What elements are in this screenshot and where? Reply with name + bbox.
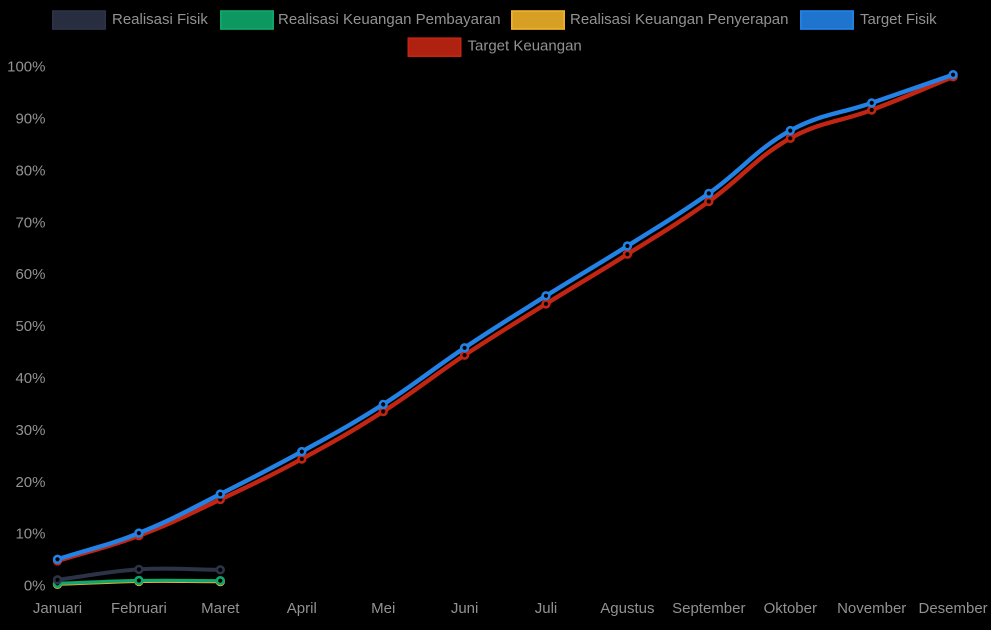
svg-text:80%: 80% (15, 162, 45, 179)
svg-text:Realisasi Keuangan Pembayaran: Realisasi Keuangan Pembayaran (278, 11, 501, 28)
svg-text:Oktober: Oktober (764, 600, 817, 617)
svg-text:Agustus: Agustus (600, 600, 654, 617)
svg-text:Realisasi Fisik: Realisasi Fisik (112, 11, 208, 28)
svg-text:Target Fisik: Target Fisik (860, 11, 937, 28)
svg-text:90%: 90% (15, 111, 45, 128)
svg-text:Realisasi Keuangan Penyerapan: Realisasi Keuangan Penyerapan (570, 11, 789, 28)
svg-text:Desember: Desember (918, 600, 987, 617)
svg-text:Juli: Juli (535, 600, 558, 617)
svg-text:Juni: Juni (451, 600, 479, 617)
svg-text:60%: 60% (15, 266, 45, 283)
svg-text:November: November (837, 600, 906, 617)
svg-text:Maret: Maret (201, 600, 240, 617)
svg-text:April: April (287, 600, 317, 617)
svg-text:50%: 50% (15, 318, 45, 335)
svg-text:0%: 0% (24, 578, 46, 595)
svg-text:100%: 100% (7, 59, 45, 76)
svg-text:30%: 30% (15, 422, 45, 439)
svg-text:Mei: Mei (371, 600, 395, 617)
svg-text:10%: 10% (15, 526, 45, 543)
svg-text:Januari: Januari (33, 600, 82, 617)
svg-text:Target Keuangan: Target Keuangan (468, 37, 582, 54)
svg-text:Februari: Februari (111, 600, 167, 617)
svg-text:20%: 20% (15, 474, 45, 491)
svg-text:40%: 40% (15, 370, 45, 387)
svg-text:September: September (672, 600, 745, 617)
svg-text:70%: 70% (15, 214, 45, 231)
